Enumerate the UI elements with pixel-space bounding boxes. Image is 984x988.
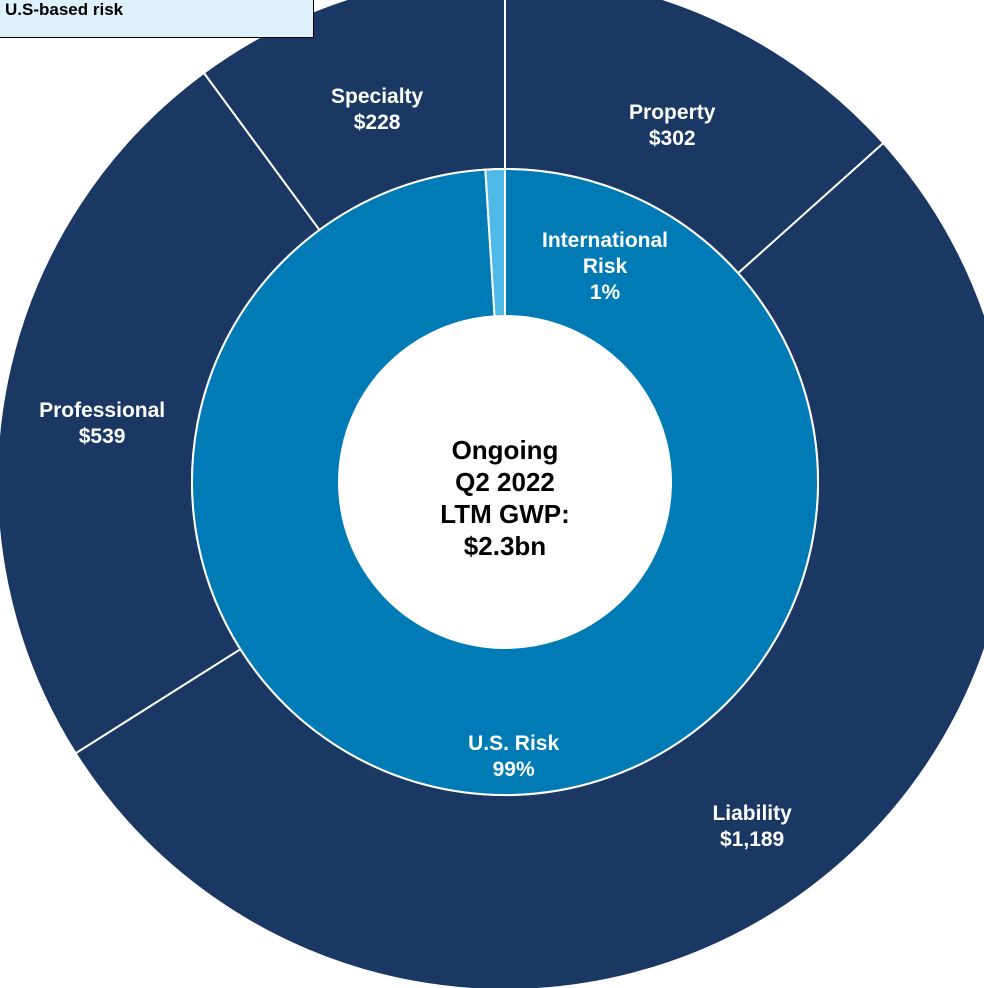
center-hole xyxy=(339,316,671,648)
slice-label: U.S. Risk 99% xyxy=(468,731,559,783)
slice-value: 1% xyxy=(589,281,621,304)
slice-label: International Risk 1% xyxy=(520,228,690,306)
slice-name: Professional xyxy=(39,399,166,422)
slice-label: Liability $1,189 xyxy=(712,801,791,853)
slice-name: U.S. Risk xyxy=(468,731,560,755)
slice-value: $1,189 xyxy=(720,828,785,852)
center-line: Q2 2022 xyxy=(455,467,555,497)
slice-value: 99% xyxy=(492,757,535,781)
slice-name: International Risk xyxy=(541,229,668,278)
slice-value: $539 xyxy=(78,425,126,448)
center-label: Ongoing Q2 2022 LTM GWP: $2.3bn xyxy=(440,434,569,562)
center-line: LTM GWP: xyxy=(440,499,570,529)
slice-name: Property xyxy=(629,100,716,124)
slice-name: Specialty xyxy=(331,85,424,109)
legend-box: U.S-based risk xyxy=(0,0,314,38)
slice-label: Property $302 xyxy=(629,100,715,152)
center-line: $2.3bn xyxy=(463,531,547,561)
slice-label: Specialty $228 xyxy=(331,84,423,136)
center-line: Ongoing xyxy=(451,435,559,465)
slice-value: $228 xyxy=(353,111,401,135)
slice-name: Liability xyxy=(712,802,792,826)
slice-value: $302 xyxy=(648,126,696,150)
slice-label: Professional $539 xyxy=(39,398,165,450)
